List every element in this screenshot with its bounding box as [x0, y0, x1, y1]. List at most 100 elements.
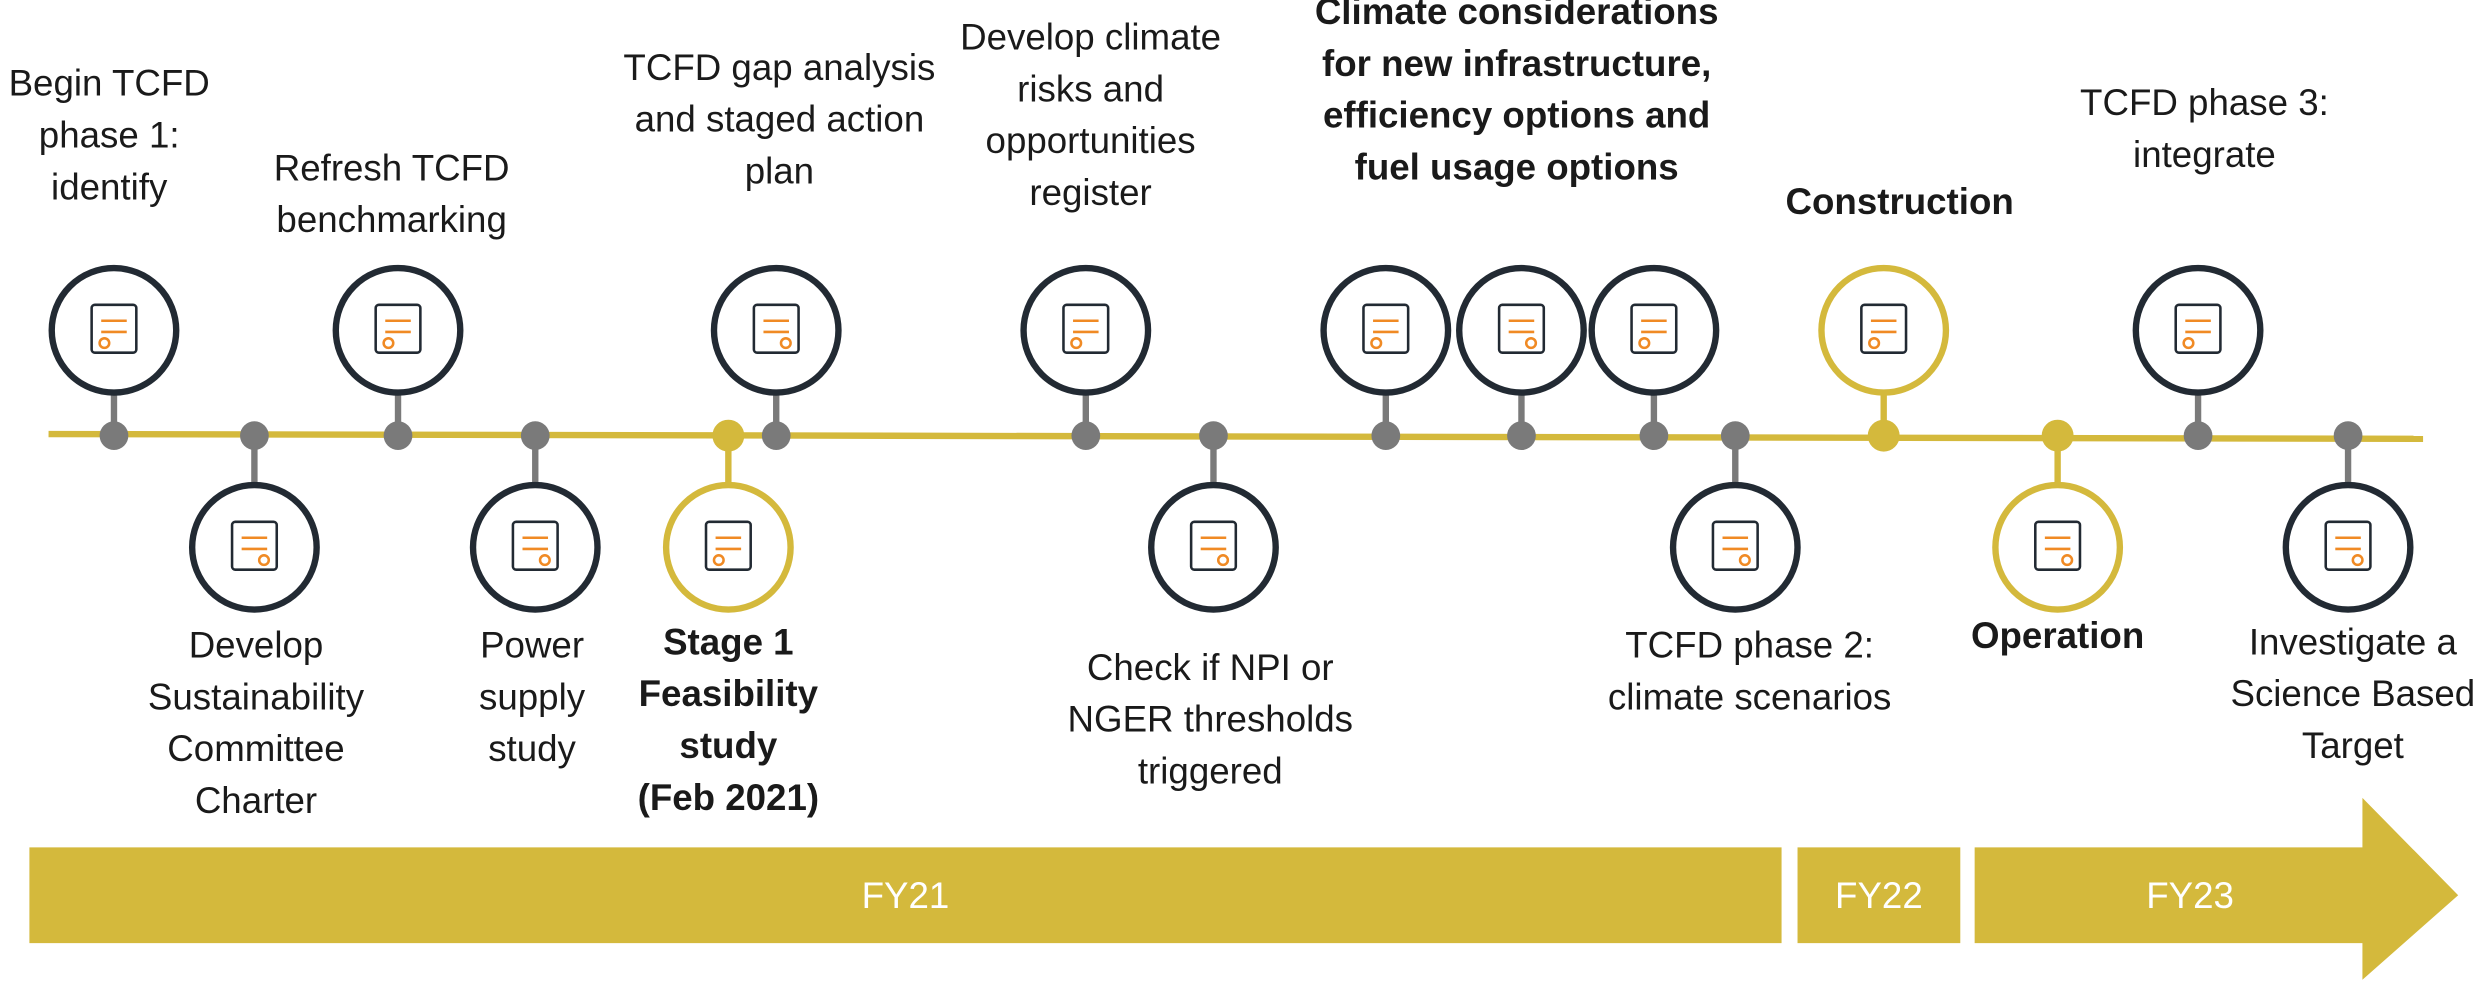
milestone-label: integrate — [2133, 134, 2276, 175]
icon-part — [1216, 554, 1230, 567]
milestone-dot — [1867, 419, 1900, 452]
milestone-label: climate scenarios — [1608, 676, 1891, 717]
icon-part — [1497, 303, 1546, 354]
milestone-label: study — [488, 728, 576, 769]
icon-part — [382, 337, 395, 350]
milestone: Investigate a Science Based Target — [2230, 421, 2475, 766]
icon-part — [1524, 337, 1538, 350]
icon-part — [704, 520, 752, 571]
milestone-label: for new infrastructure, — [1322, 43, 1711, 84]
milestone-label: study — [679, 725, 777, 766]
milestone-label: Target — [2302, 725, 2404, 766]
milestone-icon-ring — [2132, 264, 2264, 396]
milestone-dot — [1720, 421, 1750, 451]
milestone-icon-ring — [1588, 264, 1720, 396]
milestone: TCFD phase 2: climate scenarios — [1608, 421, 1891, 717]
milestone-label: TCFD gap analysis — [623, 47, 935, 88]
milestone-label: opportunities — [986, 120, 1196, 161]
milestone-label: plan — [745, 151, 814, 192]
milestone-label: Construction — [1786, 181, 2014, 222]
icon-part — [2324, 520, 2372, 571]
milestone-dot — [1507, 421, 1536, 451]
milestone-label: Sustainability — [148, 676, 365, 717]
milestone-icon-ring — [1456, 264, 1587, 396]
milestone-dot — [712, 419, 745, 452]
milestone-label: Power — [480, 624, 584, 665]
icon-part — [1189, 520, 1238, 571]
milestone-label: Science Based — [2230, 673, 2475, 714]
milestone-icon-ring — [188, 481, 320, 613]
milestone-label: and staged action — [635, 99, 925, 140]
icon-part — [1370, 337, 1383, 350]
milestone-label: Charter — [195, 780, 317, 821]
icon-part — [1630, 303, 1678, 354]
period-label: FY23 — [2146, 875, 2234, 916]
milestone-dot — [2183, 421, 2213, 451]
milestone-dot — [99, 421, 129, 451]
milestone-label: Operation — [1971, 615, 2144, 656]
milestone-icon-ring — [2282, 481, 2414, 613]
milestone-label: Check if NPI or — [1087, 647, 1334, 688]
milestone-dot — [240, 421, 269, 451]
period-bar — [1797, 847, 1961, 944]
icon-part — [98, 337, 111, 350]
icon-part — [1638, 337, 1651, 350]
milestone-icon-ring — [332, 264, 464, 396]
milestone: TCFD phase 3: integrate — [2080, 82, 2329, 451]
period-bar — [1974, 797, 2459, 980]
icon-part — [538, 554, 551, 567]
milestone: Operation — [1971, 419, 2144, 656]
milestone-label: fuel usage options — [1355, 147, 1679, 188]
milestone-label: register — [1029, 172, 1151, 213]
milestone-label: Develop climate — [960, 16, 1221, 57]
milestone-label: risks and — [1017, 68, 1164, 109]
milestone-icon-ring — [1992, 481, 2124, 613]
icon-part — [1738, 554, 1751, 567]
milestone-label: TCFD phase 3: — [2080, 82, 2329, 123]
icon-part — [257, 554, 271, 567]
icon-part — [2034, 520, 2082, 571]
milestone-label: efficiency options and — [1323, 95, 1710, 136]
milestone-icon-ring — [710, 264, 842, 396]
milestone-icon-ring — [1669, 481, 1801, 613]
milestone: Refresh TCFD benchmarking — [274, 147, 510, 451]
icon-part — [1062, 303, 1110, 354]
milestone-label: Climate considerations — [1315, 0, 1719, 32]
milestone-dot — [383, 421, 413, 451]
milestone-label: Refresh TCFD — [274, 147, 510, 188]
icon-part — [2174, 303, 2222, 354]
icon-part — [374, 303, 422, 354]
milestone-label: supply — [479, 676, 586, 717]
icon-part — [712, 554, 725, 567]
milestone-icon-ring — [1818, 264, 1950, 396]
milestone-icon-ring — [469, 481, 601, 613]
milestone: Construction — [1786, 181, 2014, 452]
milestone: Check if NPI or NGER thresholds triggered — [1068, 421, 1353, 792]
milestone-dot — [1071, 421, 1101, 451]
icon-part — [511, 520, 559, 571]
icon-part — [1860, 303, 1908, 354]
milestone-icon-ring — [48, 264, 180, 396]
milestone-label: Investigate a — [2249, 621, 2458, 662]
milestone-icon-ring — [1148, 481, 1279, 613]
milestone-label: Stage 1 — [663, 621, 794, 662]
icon-part — [752, 303, 800, 354]
icon-part — [230, 520, 279, 571]
icon-part — [2182, 337, 2195, 350]
milestone-label: phase 1: — [39, 115, 180, 156]
timeline-axis — [48, 430, 2424, 443]
milestone-label: benchmarking — [276, 199, 506, 240]
milestone: Power supply study — [469, 421, 601, 769]
milestone-label: Feasibility — [639, 673, 819, 714]
icon-part — [2061, 554, 2074, 567]
milestone-dot — [1371, 421, 1401, 451]
milestone-label: NGER thresholds — [1068, 699, 1353, 740]
period-label: FY22 — [1835, 875, 1923, 916]
milestone-icon-ring — [1320, 264, 1452, 396]
milestone: Develop climate risks and opportunities reg… — [960, 16, 1221, 451]
milestone-dot — [1199, 421, 1228, 451]
milestone: Develop Sustainability Committee Charter — [148, 421, 365, 821]
milestone-icon-ring — [1020, 264, 1152, 396]
